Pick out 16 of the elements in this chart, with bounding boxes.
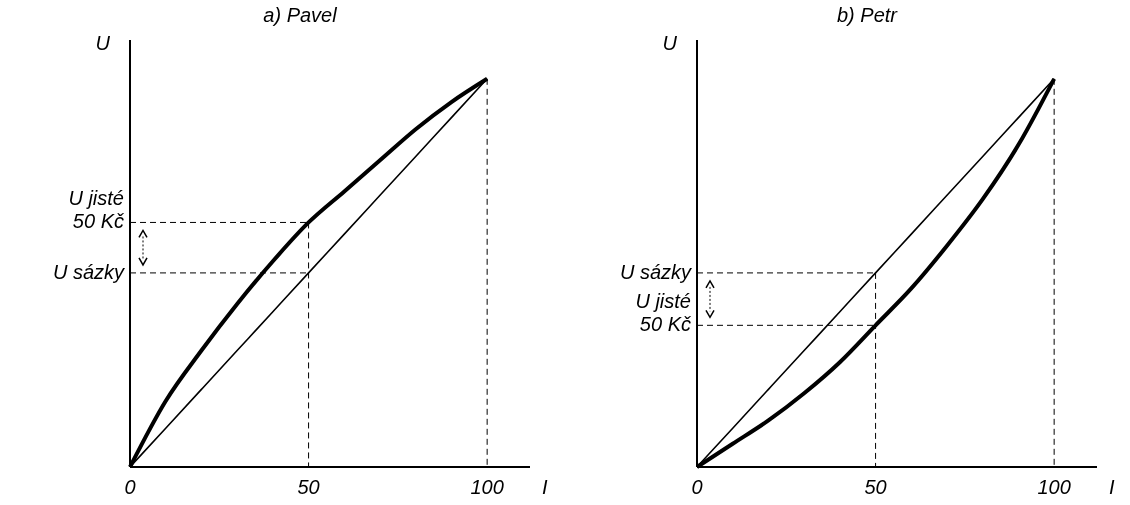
ref-line-label: U sázky bbox=[52, 260, 125, 283]
x-axis-title: I bbox=[542, 476, 548, 498]
x-tick-label: 100 bbox=[470, 476, 504, 498]
ref-line-label: U sázky bbox=[619, 260, 692, 283]
x-axis-title: I bbox=[1109, 476, 1115, 498]
chart-title: b) Petr bbox=[836, 4, 899, 26]
x-tick-label: 0 bbox=[691, 476, 703, 498]
x-tick-label: 100 bbox=[1037, 476, 1071, 498]
y-axis-title: U bbox=[662, 32, 678, 54]
x-tick-label: 50 bbox=[297, 476, 320, 498]
ref-line-label: U jisté 50 Kč bbox=[68, 187, 124, 233]
x-tick-label: 50 bbox=[864, 476, 887, 498]
y-axis-title: U bbox=[95, 32, 111, 54]
chart-title: a) Pavel bbox=[263, 4, 338, 26]
x-tick-label: 0 bbox=[124, 476, 136, 498]
ref-line-label: U jisté 50 Kč bbox=[635, 290, 691, 336]
